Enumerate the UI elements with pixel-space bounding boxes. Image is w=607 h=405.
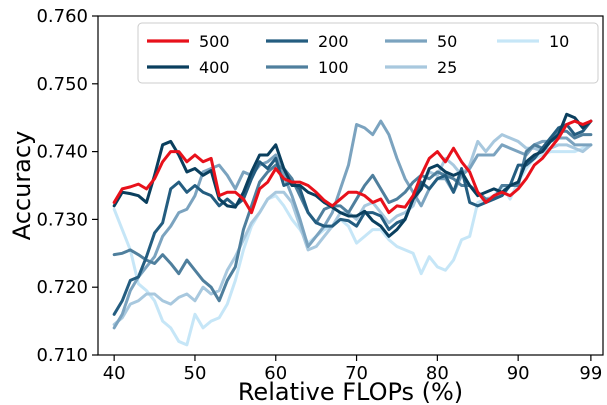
y-tick-label: 0.750 bbox=[36, 74, 88, 95]
plot-lines bbox=[112, 112, 593, 347]
legend-label-10: 10 bbox=[549, 32, 569, 51]
legend-label-200: 200 bbox=[318, 32, 349, 51]
legend: 500 400 200 100 50 25 10 bbox=[137, 22, 599, 84]
y-tick-label: 0.760 bbox=[36, 6, 88, 27]
x-tick-label: 80 bbox=[426, 363, 449, 384]
series-line-500 bbox=[112, 119, 593, 215]
plot-frame bbox=[97, 15, 604, 356]
legend-label-500: 500 bbox=[199, 32, 230, 51]
x-axis-label: Relative FLOPs (%) bbox=[238, 378, 463, 405]
y-tick-label: 0.720 bbox=[36, 277, 88, 298]
x-tick-label: 70 bbox=[345, 363, 368, 384]
legend-box bbox=[137, 22, 599, 84]
y-axis-label: Accuracy bbox=[8, 131, 36, 241]
legend-label-100: 100 bbox=[318, 58, 349, 77]
legend-label-400: 400 bbox=[199, 58, 230, 77]
legend-label-25: 25 bbox=[437, 58, 457, 77]
y-tick-label: 0.740 bbox=[36, 142, 88, 163]
y-axis: 0.710 0.720 0.730 0.740 0.750 0.760 bbox=[36, 6, 98, 366]
x-tick-label: 40 bbox=[103, 363, 126, 384]
x-tick-label: 99 bbox=[579, 363, 602, 384]
series-line-400 bbox=[112, 112, 593, 238]
y-tick-label: 0.710 bbox=[36, 345, 88, 366]
series-line-200 bbox=[112, 119, 593, 316]
x-tick-label: 50 bbox=[184, 363, 207, 384]
x-tick-label: 60 bbox=[264, 363, 287, 384]
x-axis: 40 50 60 70 80 90 99 bbox=[103, 355, 602, 384]
series-line-25 bbox=[112, 133, 593, 326]
series-line-50 bbox=[112, 119, 593, 330]
legend-label-50: 50 bbox=[437, 32, 457, 51]
x-tick-label: 90 bbox=[507, 363, 530, 384]
y-tick-label: 0.730 bbox=[36, 209, 88, 230]
